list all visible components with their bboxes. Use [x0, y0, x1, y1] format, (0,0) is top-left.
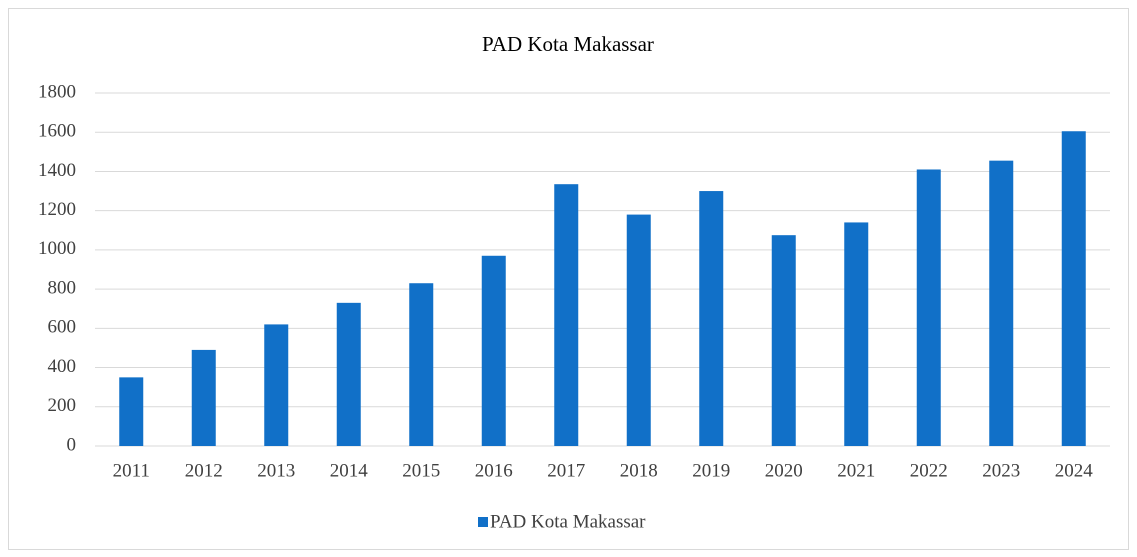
y-tick-label: 400	[48, 356, 77, 377]
y-tick-label: 1600	[38, 121, 76, 142]
bar	[1061, 131, 1086, 446]
bar	[119, 377, 144, 446]
legend-swatch	[478, 517, 488, 527]
y-tick-label: 1400	[38, 160, 76, 181]
y-tick-label: 1800	[38, 81, 76, 102]
bar	[554, 184, 579, 447]
bar	[916, 169, 941, 446]
bar	[989, 160, 1014, 447]
bar	[481, 255, 506, 446]
y-tick-label: 1000	[38, 238, 76, 259]
bar	[191, 349, 216, 446]
x-tick-label: 2022	[910, 460, 948, 481]
x-tick-label: 2019	[692, 460, 730, 481]
x-tick-label: 2018	[620, 460, 658, 481]
bar	[409, 283, 434, 446]
x-tick-label: 2021	[837, 460, 875, 481]
x-tick-label: 2012	[185, 460, 223, 481]
legend-label: PAD Kota Makassar	[490, 511, 646, 532]
x-tick-label: 2015	[402, 460, 440, 481]
bar	[626, 214, 651, 446]
bar	[844, 222, 869, 446]
x-tick-label: 2011	[113, 460, 150, 481]
chart-title: PAD Kota Makassar	[482, 32, 654, 56]
y-tick-label: 600	[48, 317, 77, 338]
bar	[264, 324, 289, 446]
bar	[699, 191, 724, 446]
x-tick-label: 2023	[982, 460, 1020, 481]
x-tick-label: 2024	[1055, 460, 1094, 481]
bar	[771, 235, 796, 446]
x-tick-label: 2020	[765, 460, 803, 481]
x-tick-label: 2013	[257, 460, 295, 481]
y-tick-label: 1200	[38, 199, 76, 220]
x-tick-label: 2014	[330, 460, 369, 481]
y-tick-label: 800	[48, 277, 77, 298]
x-tick-label: 2016	[475, 460, 513, 481]
x-tick-label: 2017	[547, 460, 585, 481]
y-tick-label: 0	[67, 434, 77, 455]
bar	[336, 302, 361, 446]
y-tick-label: 200	[48, 395, 77, 416]
